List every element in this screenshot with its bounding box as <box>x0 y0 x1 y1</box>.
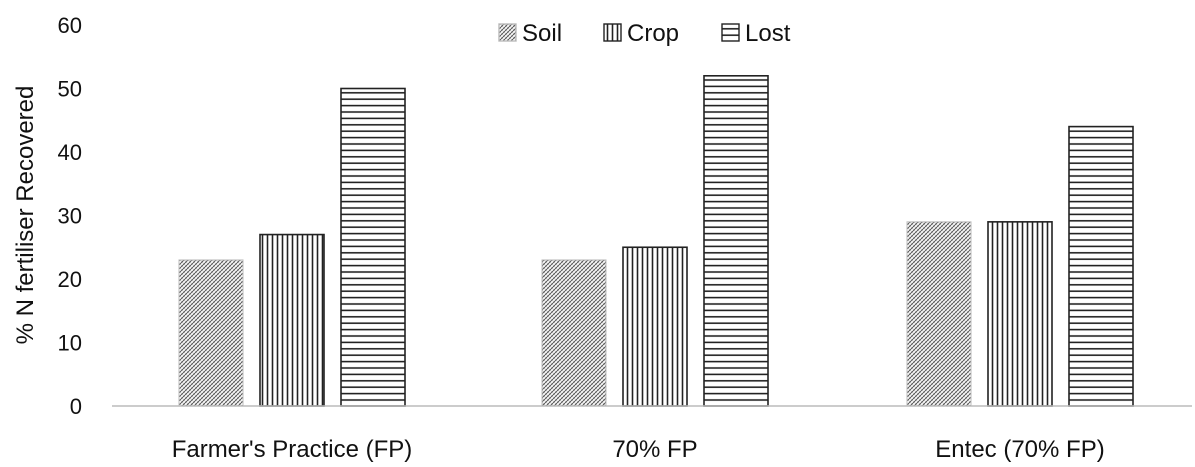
y-axis-title: % N fertiliser Recovered <box>12 86 39 345</box>
y-tick-label: 50 <box>58 77 82 102</box>
y-tick-label: 30 <box>58 204 82 229</box>
bars-group <box>178 75 1134 407</box>
bar-lost-2 <box>1068 125 1134 407</box>
category-label: Farmer's Practice (FP) <box>172 436 413 463</box>
category-labels: Farmer's Practice (FP) 70% FP Entec (70% F… <box>172 436 1105 463</box>
bar-soil-1 <box>541 259 607 407</box>
legend-label-lost: Lost <box>745 20 791 47</box>
y-tick-label: 20 <box>58 267 82 292</box>
bar-lost-0 <box>340 87 406 407</box>
y-tick-labels: 0 10 20 30 40 50 60 <box>58 13 82 419</box>
bar-crop-2 <box>987 221 1053 407</box>
bar-lost-1 <box>703 75 769 407</box>
legend-swatch-soil <box>498 23 517 42</box>
legend-swatch-crop <box>603 23 622 42</box>
y-tick-label: 40 <box>58 140 82 165</box>
legend-label-crop: Crop <box>627 20 679 47</box>
legend-swatch-lost <box>721 23 740 42</box>
bar-soil-2 <box>906 221 972 407</box>
bar-crop-1 <box>622 246 688 407</box>
legend: Soil Crop Lost <box>498 20 791 47</box>
bar-soil-0 <box>178 259 244 407</box>
y-tick-label: 0 <box>70 394 82 419</box>
bar-crop-0 <box>259 233 325 407</box>
legend-label-soil: Soil <box>522 20 562 47</box>
category-label: 70% FP <box>612 436 697 463</box>
y-tick-label: 60 <box>58 13 82 38</box>
y-tick-label: 10 <box>58 331 82 356</box>
category-label: Entec (70% FP) <box>935 436 1104 463</box>
